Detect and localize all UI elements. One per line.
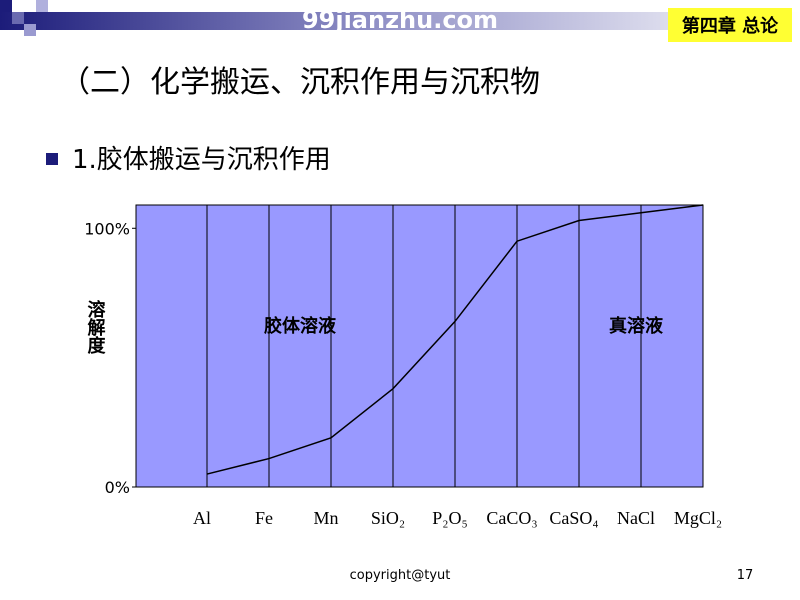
annotation: 胶体溶液 xyxy=(264,315,337,337)
annotation: 真溶液 xyxy=(609,315,664,337)
copyright: copyright@tyut xyxy=(350,568,451,583)
x-tick-label: SiO₂ xyxy=(371,508,405,528)
watermark: 99jianzhu.com xyxy=(302,6,498,34)
chapter: 第四章 总论 xyxy=(682,15,779,37)
x-tick-label: NaCl xyxy=(617,508,655,528)
x-tick-label: MgCl₂ xyxy=(674,508,722,528)
x-tick-label: Al xyxy=(193,508,211,528)
y-tick-label: 0% xyxy=(105,478,130,497)
x-tick-label: CaCO₃ xyxy=(486,508,537,528)
header-decor xyxy=(0,0,800,42)
y-tick-label: 100% xyxy=(84,219,130,238)
bullet-icon xyxy=(46,153,58,165)
slide-title: （二）化学搬运、沉积作用与沉积物 xyxy=(60,65,540,100)
line xyxy=(206,204,704,475)
x-tick-label: Mn xyxy=(313,508,338,528)
x-tick-label: P₂O₅ xyxy=(432,508,468,528)
bullet-text: 1.胶体搬运与沉积作用 xyxy=(72,145,331,175)
x-tick-label: CaSO₄ xyxy=(549,508,598,528)
y-axis-label: 溶解度 xyxy=(85,299,106,355)
plot-area xyxy=(135,204,704,488)
x-tick-label: Fe xyxy=(255,508,273,528)
page-number: 17 xyxy=(737,568,754,583)
